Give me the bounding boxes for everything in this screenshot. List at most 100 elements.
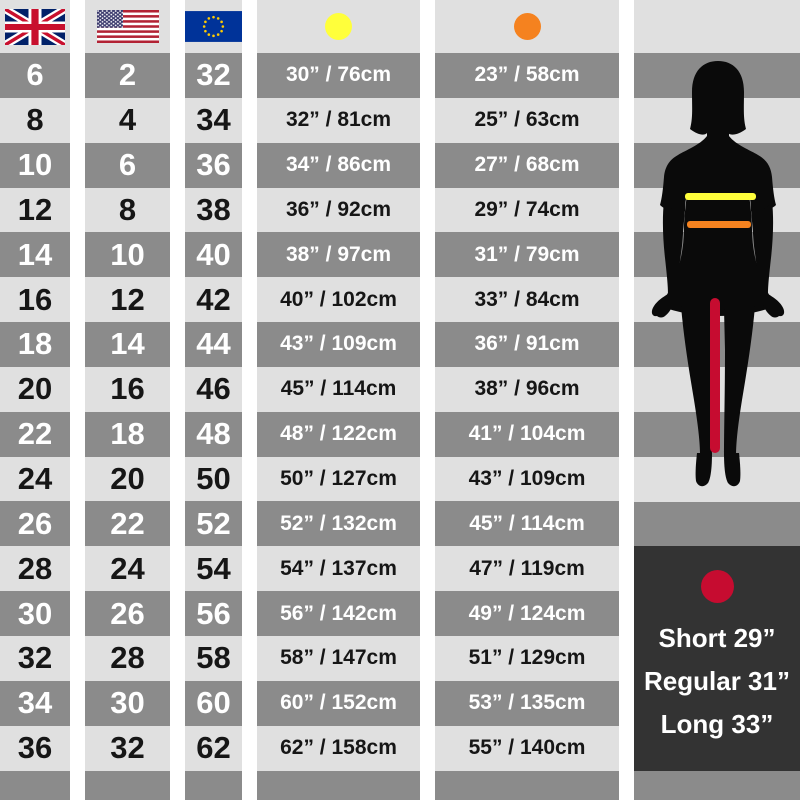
size-cell: 26 xyxy=(0,501,70,547)
size-cell: 22 xyxy=(85,501,170,547)
bust-line xyxy=(685,193,756,200)
size-cell: 51” / 129cm xyxy=(435,635,619,681)
panel-stripe xyxy=(634,456,800,502)
size-cell: 10 xyxy=(0,142,70,188)
size-cell: 45” / 114cm xyxy=(435,501,619,547)
size-cell: 32 xyxy=(0,635,70,681)
size-cell: 36” / 92cm xyxy=(257,187,420,233)
header-cell-eu xyxy=(185,0,242,53)
size-cell: 54” / 137cm xyxy=(257,546,420,592)
size-cell: 48 xyxy=(185,411,242,457)
size-cell: 12 xyxy=(0,187,70,233)
size-cell: 24 xyxy=(85,546,170,592)
size-cell: 43” / 109cm xyxy=(257,322,420,367)
size-cell: 52” / 132cm xyxy=(257,501,420,547)
leg-length-regular: Regular 31” xyxy=(644,666,790,697)
size-cell: 20 xyxy=(0,366,70,412)
size-cell: 36 xyxy=(185,142,242,188)
footer-stripe-cell xyxy=(0,770,70,800)
size-cell: 48” / 122cm xyxy=(257,411,420,457)
size-cell: 27” / 68cm xyxy=(435,142,619,188)
size-cell: 26 xyxy=(85,591,170,636)
header-cell-bust xyxy=(257,0,420,53)
size-cell: 8 xyxy=(85,187,170,233)
leg-length-long: Long 33” xyxy=(660,709,774,740)
size-cell: 60” / 152cm xyxy=(257,680,420,726)
size-cell: 50 xyxy=(185,456,242,502)
eu-flag-icon xyxy=(185,11,242,42)
size-cell: 50” / 127cm xyxy=(257,456,420,502)
waist-line xyxy=(687,221,751,228)
us-flag-icon xyxy=(96,10,159,43)
size-cell: 34” / 86cm xyxy=(257,142,420,188)
size-cell: 36” / 91cm xyxy=(435,322,619,367)
size-cell: 43” / 109cm xyxy=(435,456,619,502)
size-cell: 6 xyxy=(85,142,170,188)
size-cell: 30 xyxy=(0,591,70,636)
panel-stripe xyxy=(634,770,800,800)
size-cell: 20 xyxy=(85,456,170,502)
size-cell: 34 xyxy=(185,97,242,143)
header-cell-uk xyxy=(0,0,70,53)
size-cell: 34 xyxy=(0,680,70,726)
header-cell-us xyxy=(85,0,170,53)
panel-stripe xyxy=(634,0,800,53)
header-cell-waist xyxy=(435,0,619,53)
size-cell: 38” / 97cm xyxy=(257,232,420,278)
waist-marker-dot-icon xyxy=(513,13,541,40)
size-cell: 52 xyxy=(185,501,242,547)
footer-stripe-cell xyxy=(257,770,420,800)
size-cell: 22 xyxy=(0,411,70,457)
footer-stripe-cell xyxy=(185,770,242,800)
size-cell: 40” / 102cm xyxy=(257,277,420,323)
size-cell: 53” / 135cm xyxy=(435,680,619,726)
size-cell: 31” / 79cm xyxy=(435,232,619,278)
size-cell: 32 xyxy=(85,725,170,771)
size-cell: 58” / 147cm xyxy=(257,635,420,681)
size-cell: 16 xyxy=(85,366,170,412)
leg-length-short: Short 29” xyxy=(658,623,776,654)
panel-stripe xyxy=(634,501,800,547)
size-cell: 12 xyxy=(85,277,170,323)
size-cell: 55” / 140cm xyxy=(435,725,619,771)
size-cell: 23” / 58cm xyxy=(435,53,619,98)
footer-stripe-cell xyxy=(85,770,170,800)
size-cell: 29” / 74cm xyxy=(435,187,619,233)
size-cell: 30 xyxy=(85,680,170,726)
size-cell: 46 xyxy=(185,366,242,412)
size-cell: 33” / 84cm xyxy=(435,277,619,323)
size-cell: 14 xyxy=(0,232,70,278)
size-cell: 42 xyxy=(185,277,242,323)
size-cell: 36 xyxy=(0,725,70,771)
size-cell: 6 xyxy=(0,53,70,98)
size-cell: 56 xyxy=(185,591,242,636)
size-cell: 47” / 119cm xyxy=(435,546,619,592)
size-cell: 25” / 63cm xyxy=(435,97,619,143)
size-cell: 10 xyxy=(85,232,170,278)
size-cell: 62 xyxy=(185,725,242,771)
leg-length-panel: Short 29” Regular 31” Long 33” xyxy=(634,546,800,771)
footer-stripe-cell xyxy=(435,770,619,800)
size-cell: 41” / 104cm xyxy=(435,411,619,457)
size-cell: 38 xyxy=(185,187,242,233)
size-cell: 58 xyxy=(185,635,242,681)
size-cell: 28 xyxy=(85,635,170,681)
size-cell: 2 xyxy=(85,53,170,98)
uk-flag-icon xyxy=(5,8,65,45)
size-cell: 8 xyxy=(0,97,70,143)
size-table: 6 2 32 30” / 76cm 23” / 58cm 8 4 34 32” / 81cm 25… xyxy=(0,0,619,800)
size-cell: 38” / 96cm xyxy=(435,366,619,412)
size-cell: 45” / 114cm xyxy=(257,366,420,412)
figure-panel: Short 29” Regular 31” Long 33” xyxy=(634,0,800,800)
size-cell: 18 xyxy=(85,411,170,457)
bust-marker-dot-icon xyxy=(325,13,352,40)
size-cell: 4 xyxy=(85,97,170,143)
size-cell: 28 xyxy=(0,546,70,592)
size-cell: 14 xyxy=(85,322,170,367)
size-cell: 44 xyxy=(185,322,242,367)
size-cell: 54 xyxy=(185,546,242,592)
size-cell: 56” / 142cm xyxy=(257,591,420,636)
inseam-marker-dot-icon xyxy=(700,570,734,604)
size-cell: 40 xyxy=(185,232,242,278)
